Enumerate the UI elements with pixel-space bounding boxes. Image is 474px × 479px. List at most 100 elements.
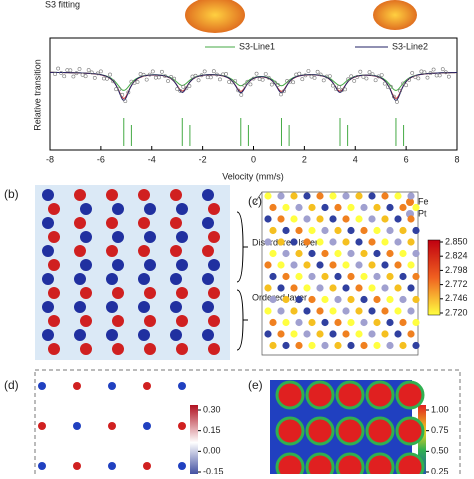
atom [178, 422, 186, 430]
atom [407, 238, 415, 246]
y-axis-label: Relative transition [32, 59, 42, 131]
colorbar-label: 0.15 [203, 425, 221, 435]
data-point [413, 75, 418, 79]
data-point [272, 80, 277, 85]
colorbar-label: 0.30 [203, 404, 221, 414]
atom [347, 272, 355, 281]
data-point [294, 72, 299, 77]
atom [170, 273, 182, 285]
atom [394, 330, 402, 338]
contour [275, 416, 305, 446]
data-point [239, 92, 244, 97]
data-point [279, 92, 283, 97]
data-point [123, 99, 128, 103]
x-axis-label: Velocity (mm/s) [222, 171, 284, 181]
legend-entry: S3-Line1 [239, 41, 275, 51]
atom [412, 226, 420, 235]
data-point [364, 76, 369, 81]
data-point [144, 77, 149, 82]
data-point [260, 77, 265, 82]
x-tick-label: 0 [251, 154, 256, 164]
data-point [178, 89, 183, 93]
data-point [312, 76, 317, 80]
atom [316, 215, 324, 223]
contour [365, 380, 395, 410]
x-tick-label: 6 [404, 154, 409, 164]
data-point [395, 100, 399, 104]
data-point [202, 69, 207, 74]
data-point [276, 83, 280, 87]
atom [295, 295, 303, 304]
data-point [343, 87, 347, 92]
atom [48, 343, 60, 355]
atom [412, 341, 420, 350]
atom [144, 259, 156, 271]
colorbar-label: 2.772 [445, 279, 468, 289]
atom [334, 341, 342, 350]
atom [143, 462, 151, 470]
atom [347, 295, 355, 304]
data-point [334, 87, 338, 91]
atom [269, 341, 277, 350]
atom [277, 261, 285, 269]
contour [305, 452, 335, 479]
atom [269, 318, 277, 327]
data-point [77, 67, 82, 71]
atom [269, 203, 277, 212]
x-tick-label: -4 [148, 154, 156, 164]
data-point [68, 68, 73, 73]
data-point [349, 74, 354, 79]
atom [80, 203, 92, 215]
atom [295, 249, 303, 258]
atom [386, 272, 394, 281]
atom [360, 272, 368, 281]
atom [144, 343, 156, 355]
atom [48, 259, 60, 271]
data-point [59, 71, 64, 75]
data-point [120, 92, 125, 97]
data-point [193, 73, 198, 78]
atom [412, 318, 420, 327]
atom [138, 217, 150, 229]
colorbar-label: 1.00 [431, 404, 449, 414]
data-point [126, 90, 131, 95]
atom [144, 287, 156, 299]
data-point [187, 84, 192, 88]
colorbar-label: 2.798 [445, 265, 468, 275]
atom [308, 295, 316, 304]
atom [202, 189, 214, 201]
data-point [227, 79, 231, 84]
atom [308, 226, 316, 235]
data-point [306, 69, 311, 73]
bracket [236, 289, 248, 351]
data-point [428, 71, 433, 75]
colorbar-label: 0.25 [431, 466, 449, 474]
atom [277, 330, 285, 338]
atom [342, 330, 350, 338]
atom [202, 217, 214, 229]
atom [176, 343, 188, 355]
data-point [196, 78, 201, 83]
atom [394, 215, 402, 223]
atom [74, 217, 86, 229]
atom [264, 330, 272, 338]
atom [106, 189, 118, 201]
atom [399, 272, 407, 281]
atom [38, 422, 46, 430]
atom [112, 203, 124, 215]
atom [143, 422, 151, 430]
atom [394, 284, 402, 292]
atom [290, 238, 298, 246]
atom [321, 318, 329, 327]
data-point [388, 84, 393, 89]
atom [112, 343, 124, 355]
atom [347, 318, 355, 327]
data-point [407, 77, 412, 82]
x-tick-label: -8 [46, 154, 54, 164]
atom [295, 203, 303, 212]
data-point [309, 74, 314, 79]
data-point [175, 87, 180, 91]
atom [329, 330, 337, 338]
data-point [346, 77, 351, 82]
atom [176, 259, 188, 271]
